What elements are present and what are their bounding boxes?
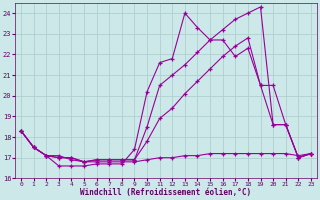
X-axis label: Windchill (Refroidissement éolien,°C): Windchill (Refroidissement éolien,°C) [80,188,252,197]
